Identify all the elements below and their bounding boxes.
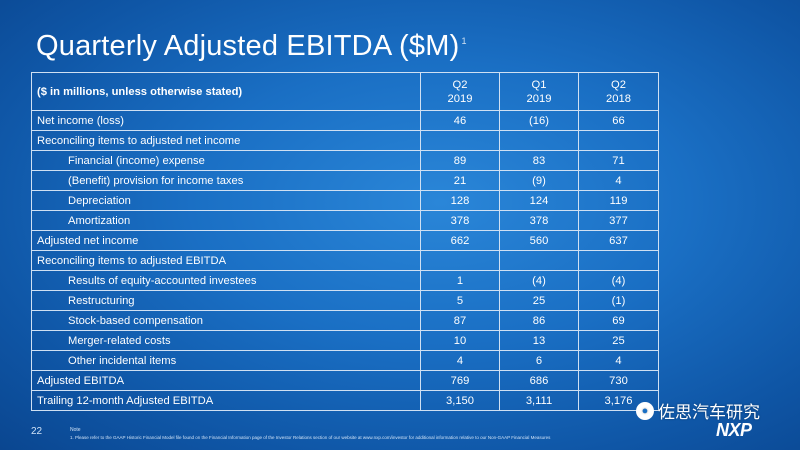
- table-header-row: ($ in millions, unless otherwise stated)…: [31, 72, 659, 111]
- cell-value: (1): [578, 290, 659, 311]
- cell-value: 119: [578, 190, 659, 211]
- cell-value: 6: [499, 350, 579, 371]
- row-label: Adjusted EBITDA: [31, 370, 421, 391]
- cell-value: 560: [499, 230, 579, 251]
- row-label: Depreciation: [31, 190, 421, 211]
- column-header-q2-2018: Q2 2018: [578, 72, 659, 111]
- cell-value: 378: [499, 210, 579, 231]
- cell-value: 13: [499, 330, 579, 351]
- table-row: (Benefit) provision for income taxes 21 (9…: [31, 170, 659, 191]
- table-header-label: ($ in millions, unless otherwise stated): [31, 72, 421, 111]
- cell-value: (4): [578, 270, 659, 291]
- row-label: Financial (income) expense: [31, 150, 421, 171]
- cell-value: 3,111: [499, 390, 579, 411]
- row-label: Amortization: [31, 210, 421, 231]
- row-label: (Benefit) provision for income taxes: [31, 170, 421, 191]
- cell-value: 83: [499, 150, 579, 171]
- row-label: Stock-based compensation: [31, 310, 421, 331]
- row-label: Reconciling items to adjusted net income: [31, 130, 421, 151]
- cell-value: (9): [499, 170, 579, 191]
- cell-value: 124: [499, 190, 579, 211]
- table-row: Merger-related costs 10 13 25: [31, 330, 659, 351]
- footnote-text: 1. Please refer to the GAAP Historic Fin…: [70, 435, 551, 440]
- table-row: Financial (income) expense 89 83 71: [31, 150, 659, 171]
- column-header-q2-2019: Q2 2019: [420, 72, 500, 111]
- cell-value: 71: [578, 150, 659, 171]
- table-row: Depreciation 128 124 119: [31, 190, 659, 211]
- table-row: Adjusted EBITDA 769 686 730: [31, 370, 659, 391]
- cell-value: 128: [420, 190, 500, 211]
- cell-value: 769: [420, 370, 500, 391]
- nxp-logo: NXP: [716, 420, 752, 440]
- page-number: 22: [31, 426, 43, 437]
- table-row: Adjusted net income 662 560 637: [31, 230, 659, 251]
- watermark: ● 佐思汽车研究: [636, 398, 760, 423]
- table-row: Other incidental items 4 6 4: [31, 350, 659, 371]
- row-label: Other incidental items: [31, 350, 421, 371]
- cell-value: [499, 250, 579, 271]
- row-label: Adjusted net income: [31, 230, 421, 251]
- cell-value: [420, 130, 500, 151]
- cell-value: 378: [420, 210, 500, 231]
- row-label: Net income (loss): [31, 110, 421, 131]
- slide-title: Quarterly Adjusted EBITDA ($M) 1: [36, 30, 467, 63]
- cell-value: 86: [499, 310, 579, 331]
- row-label: Reconciling items to adjusted EBITDA: [31, 250, 421, 271]
- cell-value: 1: [420, 270, 500, 291]
- cell-value: 4: [578, 350, 659, 371]
- wechat-icon: ●: [636, 401, 654, 420]
- cell-value: (16): [499, 110, 579, 131]
- cell-value: (4): [499, 270, 579, 291]
- row-label: Restructuring: [31, 290, 421, 311]
- cell-value: 686: [499, 370, 579, 391]
- title-footnote-mark: 1: [461, 36, 467, 47]
- cell-value: 5: [420, 290, 500, 311]
- table-row: Restructuring 5 25 (1): [31, 290, 659, 311]
- table-row: Results of equity-accounted investees 1 (4…: [31, 270, 659, 291]
- cell-value: 730: [578, 370, 659, 391]
- footnote-label: Note: [70, 427, 81, 433]
- cell-value: 10: [420, 330, 500, 351]
- row-label: Merger-related costs: [31, 330, 421, 351]
- cell-value: [578, 250, 659, 271]
- column-header-q1-2019: Q1 2019: [499, 72, 579, 111]
- watermark-text: 佐思汽车研究: [658, 403, 760, 422]
- cell-value: 87: [420, 310, 500, 331]
- cell-value: 25: [578, 330, 659, 351]
- cell-value: [420, 250, 500, 271]
- table-row: Net income (loss) 46 (16) 66: [31, 110, 659, 131]
- cell-value: 4: [420, 350, 500, 371]
- table-row: Trailing 12-month Adjusted EBITDA 3,150 3,…: [31, 390, 659, 411]
- cell-value: 3,150: [420, 390, 500, 411]
- row-label: Trailing 12-month Adjusted EBITDA: [31, 390, 421, 411]
- cell-value: [499, 130, 579, 151]
- cell-value: 46: [420, 110, 500, 131]
- table-row: Reconciling items to adjusted EBITDA: [31, 250, 659, 271]
- cell-value: 21: [420, 170, 500, 191]
- cell-value: 662: [420, 230, 500, 251]
- slide-title-text: Quarterly Adjusted EBITDA ($M): [36, 30, 460, 62]
- cell-value: 4: [578, 170, 659, 191]
- row-label: Results of equity-accounted investees: [31, 270, 421, 291]
- cell-value: 69: [578, 310, 659, 331]
- table-row: Amortization 378 378 377: [31, 210, 659, 231]
- cell-value: 66: [578, 110, 659, 131]
- cell-value: [578, 130, 659, 151]
- table-row: Reconciling items to adjusted net income: [31, 130, 659, 151]
- ebitda-table: ($ in millions, unless otherwise stated)…: [31, 72, 659, 411]
- table-row: Stock-based compensation 87 86 69: [31, 310, 659, 331]
- cell-value: 25: [499, 290, 579, 311]
- cell-value: 89: [420, 150, 500, 171]
- cell-value: 377: [578, 210, 659, 231]
- cell-value: 637: [578, 230, 659, 251]
